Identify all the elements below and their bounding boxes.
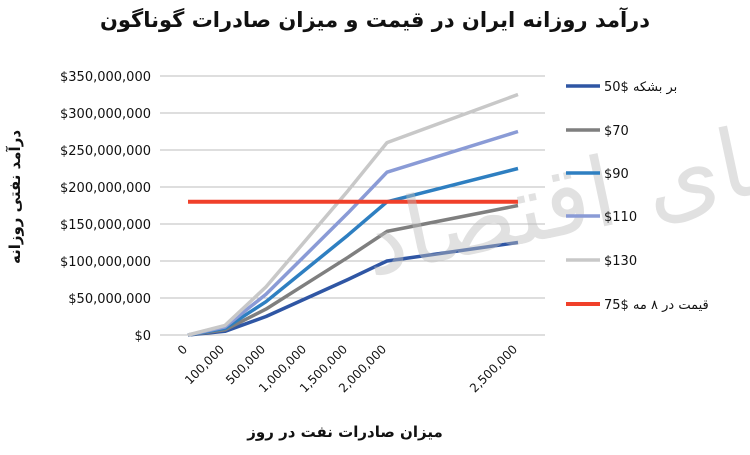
y-axis-title: درآمد نفتی روزانه bbox=[6, 130, 24, 264]
legend-label: قیمت در ۸ مه $75 bbox=[604, 298, 709, 313]
y-tick-label: $0 bbox=[134, 329, 151, 344]
x-tick-label: 0 bbox=[175, 342, 190, 357]
legend-label: $130 bbox=[604, 254, 637, 269]
y-tick-label: $250,000,000 bbox=[60, 144, 151, 159]
y-tick-label: $100,000,000 bbox=[60, 255, 151, 270]
watermark: دنیای اقتصاد bbox=[352, 87, 750, 298]
legend-label: $70 bbox=[604, 124, 629, 139]
legend: بر بشکه $50 $70 $90 $110 $130 قیمت در ۸ مه $7… bbox=[566, 80, 709, 313]
legend-label: $110 bbox=[604, 210, 637, 225]
legend-label: بر بشکه $50 bbox=[604, 80, 677, 95]
x-tick-labels: 0100,000500,0001,000,0001,500,0002,000,0… bbox=[175, 342, 520, 395]
y-tick-label: $50,000,000 bbox=[68, 292, 151, 307]
series-line bbox=[187, 92, 519, 337]
legend-label: $90 bbox=[604, 167, 629, 182]
y-tick-label: $300,000,000 bbox=[60, 107, 151, 122]
y-tick-label: $150,000,000 bbox=[60, 218, 151, 233]
y-tick-label: $200,000,000 bbox=[60, 181, 151, 196]
y-tick-label: $350,000,000 bbox=[60, 70, 151, 85]
y-tick-labels: $0 $50,000,000 $100,000,000 $150,000,000 $20… bbox=[60, 70, 151, 344]
x-axis-title: میزان صادرات نفت در روز bbox=[246, 423, 442, 441]
x-tick-label: 2,500,000 bbox=[467, 342, 520, 395]
x-tick-label: 100,000 bbox=[182, 342, 227, 387]
chart-title: درآمد روزانه ایران در قیمت و میزان صادرا… bbox=[99, 8, 651, 32]
series-lines bbox=[187, 92, 519, 337]
gridlines bbox=[160, 75, 545, 336]
